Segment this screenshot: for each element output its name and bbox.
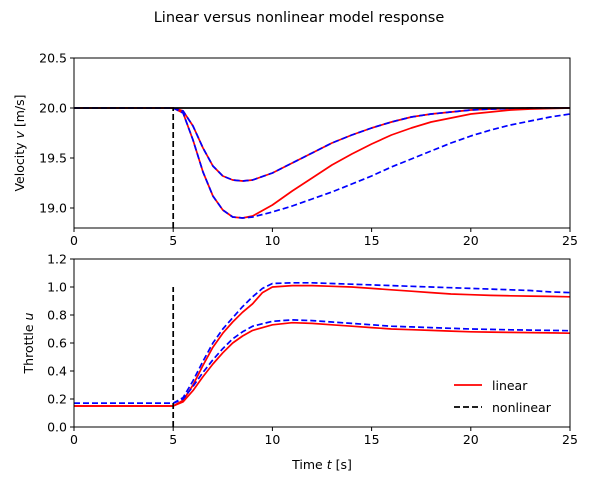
throttle-x-tick-label: 5	[169, 432, 177, 447]
throttle-y-ticks: 0.0 0.2 0.4 0.6 0.8 1.0 1.2	[47, 252, 74, 435]
velocity-x-tick-label: 5	[169, 233, 177, 248]
throttle-y-tick-label: 0.6	[47, 336, 67, 351]
velocity-y-axis-label: Velocity v [m/s]	[12, 94, 27, 191]
throttle-y-tick-label: 0.0	[47, 420, 67, 435]
velocity-x-tick-label: 25	[562, 233, 578, 248]
velocity-x-tick-label: 10	[264, 233, 280, 248]
legend-linear-label: linear	[492, 378, 528, 393]
throttle-y-tick-label: 1.0	[47, 280, 67, 295]
velocity-y-tick-label: 20.5	[39, 51, 67, 66]
throttle-y-tick-label: 1.2	[47, 252, 67, 267]
velocity-linear-series-0	[74, 107, 570, 182]
velocity-x-tick-label: 15	[364, 233, 380, 248]
throttle-y-tick-label: 0.4	[47, 364, 67, 379]
velocity-x-tick-label: 0	[70, 233, 78, 248]
throttle-x-tick-label: 25	[562, 432, 578, 447]
figure-title: Linear versus nonlinear model response	[154, 10, 445, 26]
throttle-nonlinear-series-1	[74, 281, 570, 405]
velocity-series-layer	[74, 107, 570, 219]
throttle-linear-series-0	[74, 284, 570, 407]
throttle-y-tick-label: 0.8	[47, 308, 67, 323]
legend: linear nonlinear	[454, 378, 552, 415]
throttle-x-ticks: 0 5 10 15 20 25	[70, 427, 578, 447]
velocity-x-ticks: 0 5 10 15 20 25	[70, 228, 578, 248]
velocity-y-tick-label: 20.0	[39, 101, 67, 116]
velocity-reference-layer	[74, 107, 570, 228]
velocity-nonlinear-series-1	[74, 107, 570, 182]
velocity-y-ticks: 19.0 19.5 20.0 20.5	[39, 51, 74, 216]
legend-nonlinear-label: nonlinear	[492, 400, 552, 415]
throttle-linear-series-2	[74, 321, 570, 407]
velocity-x-tick-label: 20	[463, 233, 479, 248]
throttle-series-layer	[74, 281, 570, 407]
velocity-y-tick-label: 19.0	[39, 201, 67, 216]
throttle-x-tick-label: 15	[364, 432, 380, 447]
throttle-x-tick-label: 10	[264, 432, 280, 447]
throttle-x-axis-label: Time t [s]	[291, 457, 352, 472]
throttle-axes-frame	[73, 258, 571, 428]
throttle-axes-background	[74, 259, 570, 427]
throttle-nonlinear-series-3	[74, 319, 570, 405]
throttle-x-tick-label: 0	[70, 432, 78, 447]
velocity-nonlinear-series-3	[74, 107, 570, 219]
velocity-axes-frame	[73, 57, 571, 229]
throttle-panel: 0 5 10 15 20 25 0.0 0.2 0.4 0.6 0.8 1.0 1.2 Time t …	[21, 252, 578, 473]
throttle-y-tick-label: 0.2	[47, 392, 67, 407]
velocity-y-tick-label: 19.5	[39, 151, 67, 166]
throttle-x-tick-label: 20	[463, 432, 479, 447]
velocity-linear-series-2	[74, 107, 570, 219]
throttle-y-axis-label: Throttle u	[21, 312, 36, 374]
